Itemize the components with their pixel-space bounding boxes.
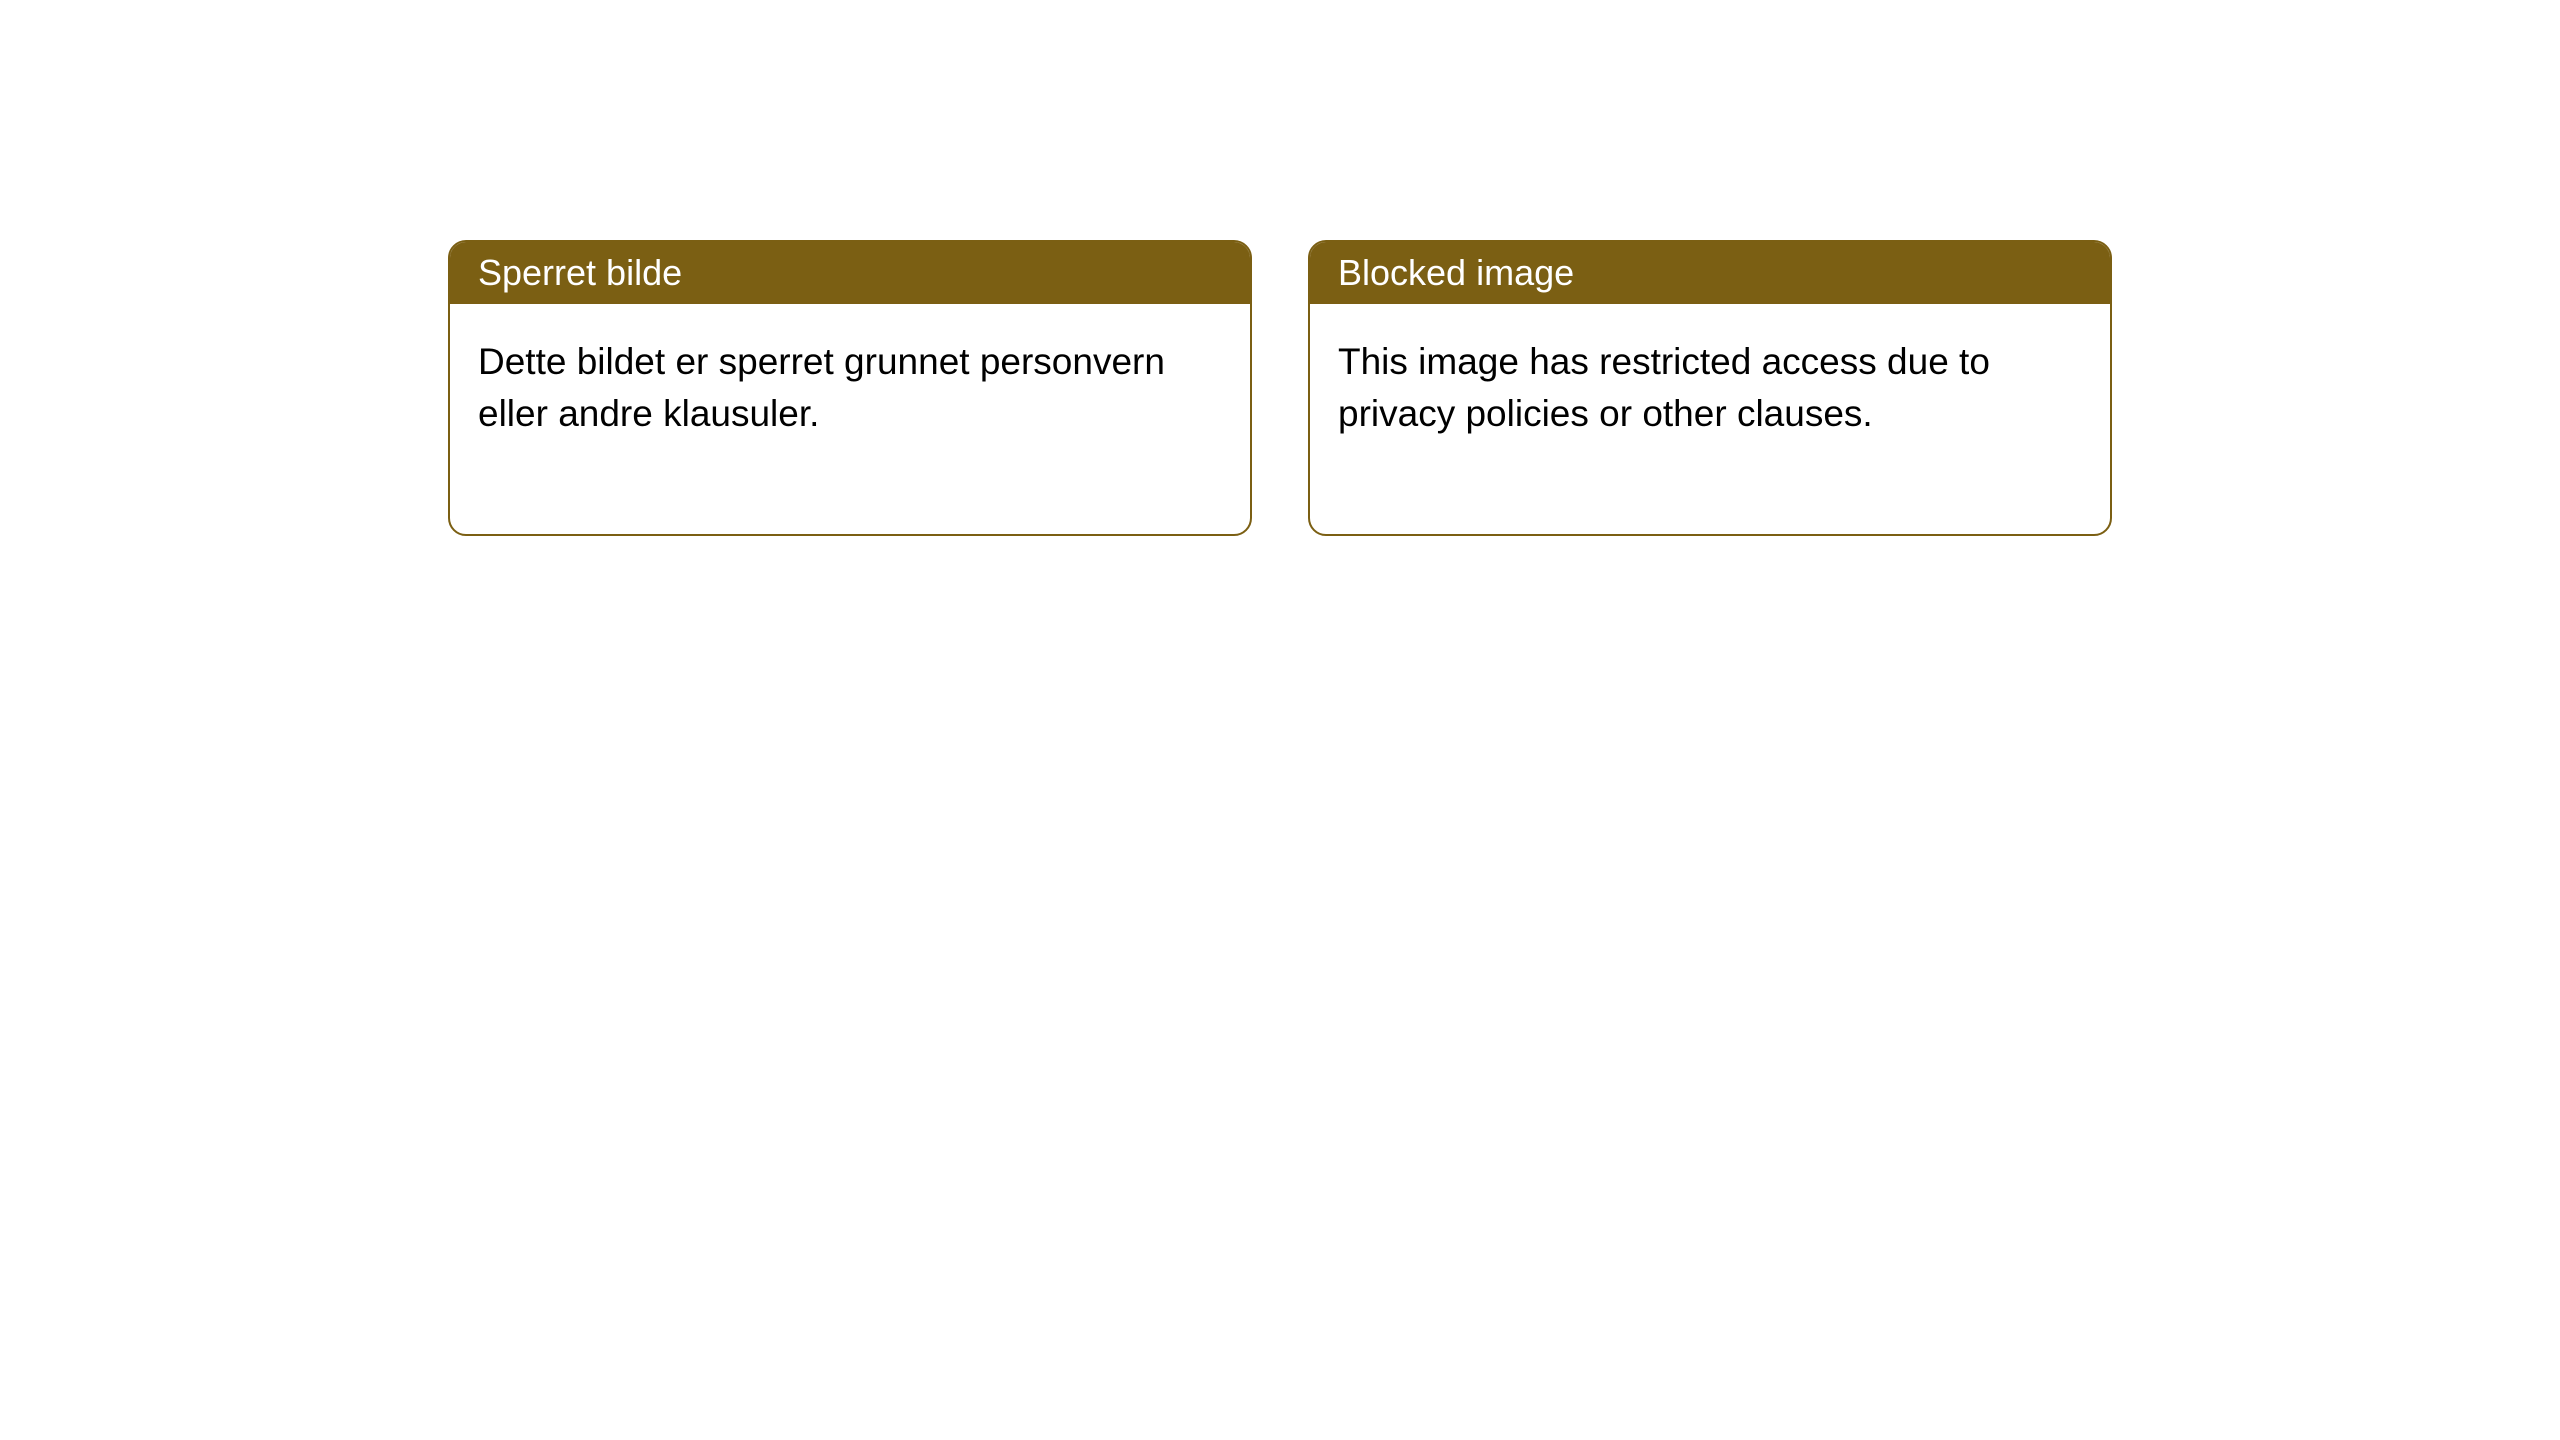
notice-container: Sperret bilde Dette bildet er sperret gr… <box>448 240 2112 536</box>
notice-text: Dette bildet er sperret grunnet personve… <box>478 341 1165 434</box>
notice-header: Blocked image <box>1310 242 2110 304</box>
notice-card-no: Sperret bilde Dette bildet er sperret gr… <box>448 240 1252 536</box>
notice-title: Blocked image <box>1338 252 1574 293</box>
notice-card-en: Blocked image This image has restricted … <box>1308 240 2112 536</box>
notice-header: Sperret bilde <box>450 242 1250 304</box>
notice-body: Dette bildet er sperret grunnet personve… <box>450 304 1250 534</box>
notice-text: This image has restricted access due to … <box>1338 341 1990 434</box>
notice-title: Sperret bilde <box>478 252 682 293</box>
notice-body: This image has restricted access due to … <box>1310 304 2110 534</box>
